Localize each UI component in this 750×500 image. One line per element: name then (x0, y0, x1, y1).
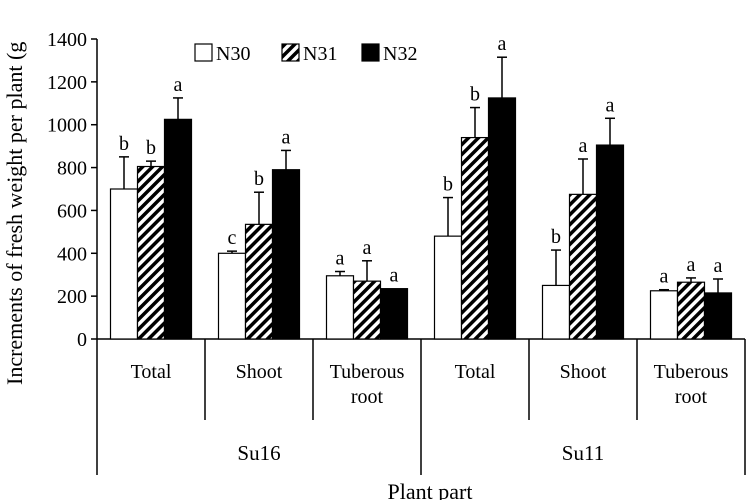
y-tick-label: 1200 (47, 72, 87, 94)
y-tick-label: 600 (57, 200, 87, 222)
bar-n31 (244, 223, 274, 340)
bar-n32 (163, 118, 193, 340)
significance-letter: b (551, 226, 561, 248)
significance-letter: a (336, 248, 345, 270)
legend-label: N31 (303, 43, 337, 65)
legend-swatch-n31 (281, 43, 300, 62)
bar-n32 (271, 169, 301, 340)
x-axis-label: Plant part (388, 479, 473, 500)
significance-letter: a (390, 265, 399, 287)
y-tick-label: 800 (57, 158, 87, 180)
significance-letter: a (579, 135, 588, 157)
significance-letter: b (254, 168, 264, 190)
significance-letter: b (119, 133, 129, 155)
y-tick-label: 1400 (47, 29, 87, 51)
bar-n30 (433, 235, 463, 340)
group-label: Shoot (236, 361, 283, 383)
group-label: Total (455, 361, 496, 383)
bar-n32 (703, 292, 733, 340)
y-tick-label: 1000 (47, 115, 87, 137)
site-label: Su16 (237, 441, 280, 465)
bar-n32 (379, 288, 409, 340)
group-label: root (675, 386, 708, 408)
group-label: Tuberous (330, 361, 405, 383)
bar-n30 (217, 252, 247, 340)
bar-n30 (109, 188, 139, 340)
bar-n30 (541, 284, 571, 340)
bar-n30 (649, 290, 679, 340)
legend-swatch-n32 (361, 43, 380, 62)
legend-swatch-n30 (194, 43, 213, 62)
significance-letter: a (174, 74, 183, 96)
y-tick-label: 400 (57, 243, 87, 265)
group-label: Tuberous (654, 361, 729, 383)
legend-label: N32 (383, 43, 417, 65)
significance-letter: c (228, 227, 237, 249)
group-label: root (351, 386, 384, 408)
bar-n32 (487, 97, 517, 340)
significance-letter: a (606, 94, 615, 116)
bar-n31 (676, 281, 706, 340)
significance-letter: a (498, 33, 507, 55)
significance-letter: a (687, 254, 696, 276)
significance-letter: b (470, 84, 480, 106)
significance-letter: a (363, 237, 372, 259)
bar-n32 (595, 144, 625, 340)
significance-letter: a (660, 266, 669, 288)
legend-label: N30 (216, 43, 250, 65)
significance-letter: a (282, 126, 291, 148)
bar-n31 (352, 280, 382, 340)
significance-letter: b (443, 174, 453, 196)
bar-n30 (325, 275, 355, 340)
significance-letter: b (146, 137, 156, 159)
y-axis-label: Increments of fresh weight per plant (g (2, 42, 27, 385)
site-label: Su11 (562, 441, 604, 465)
bar-n31 (568, 193, 598, 340)
group-label: Shoot (560, 361, 607, 383)
y-tick-label: 0 (77, 329, 87, 351)
bar-n31 (136, 165, 166, 340)
y-tick-label: 200 (57, 286, 87, 308)
bar-n31 (460, 136, 490, 340)
significance-letter: a (714, 255, 723, 277)
group-label: Total (131, 361, 172, 383)
